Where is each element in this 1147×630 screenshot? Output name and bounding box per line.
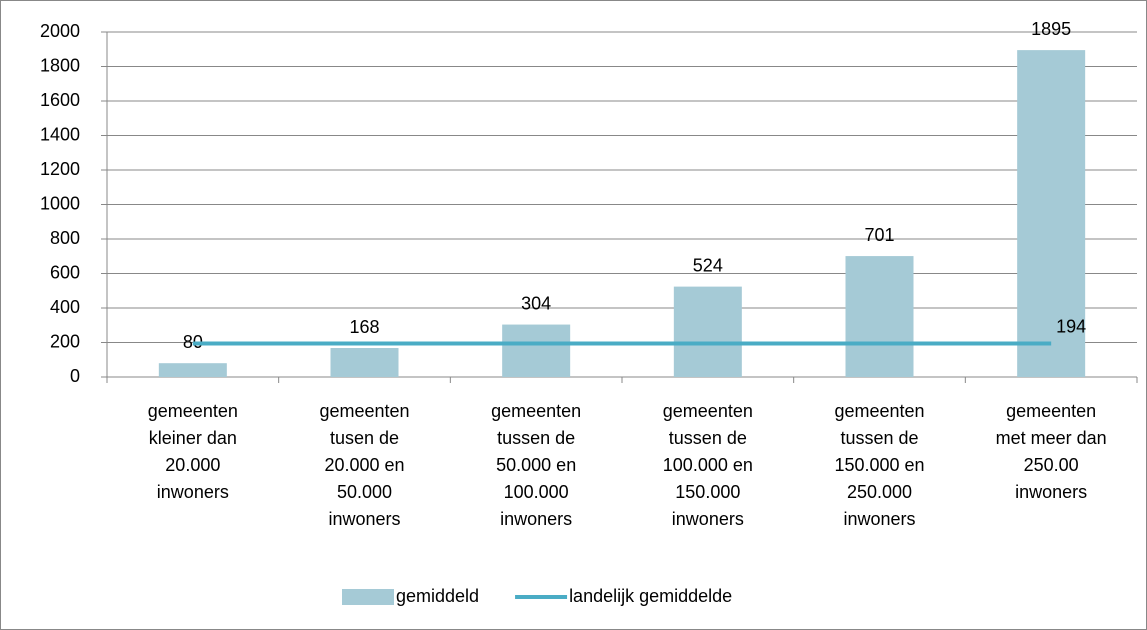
bar [1017, 50, 1086, 378]
legend-swatch [342, 589, 394, 605]
x-tick-label: gemeenten met meer dan 250.00 inwoners [996, 401, 1107, 502]
legend-label: gemiddeld [396, 586, 479, 606]
y-tick-label: 1800 [40, 55, 80, 75]
y-tick-label: 1400 [40, 124, 80, 144]
data-label: 701 [864, 225, 894, 245]
bar [330, 348, 399, 377]
y-tick-label: 800 [50, 228, 80, 248]
data-label: 168 [349, 317, 379, 337]
x-tick-label: gemeenten tussen de 100.000 en 150.000 inwon… [663, 401, 753, 529]
legend-label: landelijk gemiddelde [569, 586, 732, 606]
bar [845, 256, 914, 377]
y-tick-label: 0 [70, 366, 80, 386]
data-label: 304 [521, 293, 551, 313]
y-tick-label: 2000 [40, 21, 80, 41]
y-tick-label: 200 [50, 331, 80, 351]
y-tick-label: 1600 [40, 90, 80, 110]
y-tick-label: 600 [50, 262, 80, 282]
x-tick-label: gemeenten tusen de 20.000 en 50.000 inwoners [319, 401, 409, 529]
x-tick-label: gemeenten tussen de 50.000 en 100.000 inwone… [491, 401, 581, 529]
bar [158, 363, 227, 377]
bar [502, 324, 571, 377]
x-tick-label: gemeenten tussen de 150.000 en 250.000 inwon… [834, 401, 924, 529]
data-label: 524 [693, 255, 723, 275]
data-label: 1895 [1031, 19, 1071, 39]
x-tick-label: gemeenten kleiner dan 20.000 inwoners [148, 401, 238, 502]
bar [673, 286, 742, 377]
y-tick-label: 400 [50, 297, 80, 317]
data-label: 194 [1056, 316, 1086, 336]
y-tick-label: 1200 [40, 159, 80, 179]
y-tick-label: 1000 [40, 193, 80, 213]
